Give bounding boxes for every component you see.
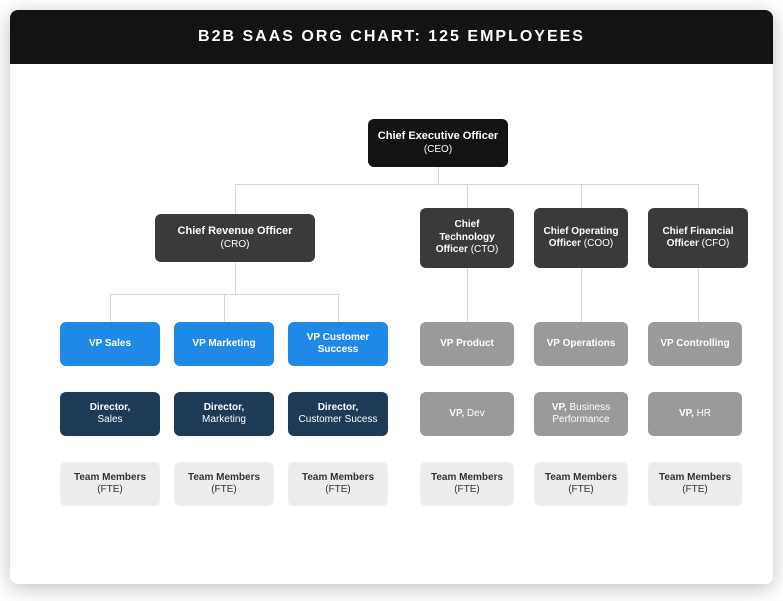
node-subtitle: (FTE): [454, 484, 480, 497]
node-title: VP Operations: [547, 338, 616, 351]
node-tm-6: Team Members(FTE): [648, 462, 742, 506]
node-cro: Chief Revenue Officer(CRO): [155, 214, 315, 262]
connector: [235, 184, 236, 214]
node-subtitle: Customer Sucess: [299, 414, 378, 427]
node-title: Team Members: [302, 472, 374, 485]
node-subtitle: (FTE): [211, 484, 237, 497]
node-title: Chief Revenue Officer: [178, 225, 293, 239]
node-label: VP, HR: [679, 408, 711, 421]
node-title: Team Members: [74, 472, 146, 485]
node-title: VP Sales: [89, 338, 131, 351]
node-subtitle: Marketing: [202, 414, 246, 427]
node-subtitle: (CRO): [221, 239, 250, 252]
connector: [235, 262, 236, 294]
node-dir-mkt: Director,Marketing: [174, 392, 274, 436]
node-label: VP, Business Performance: [542, 402, 620, 427]
node-subtitle: Sales: [97, 414, 122, 427]
node-title: VP Marketing: [192, 338, 255, 351]
connector: [698, 268, 699, 322]
connector: [438, 167, 439, 184]
node-vp-dev: VP, Dev: [420, 392, 514, 436]
node-title: VP Product: [440, 338, 494, 351]
node-vp-hr: VP, HR: [648, 392, 742, 436]
node-title: VP Controlling: [660, 338, 729, 351]
node-title: Team Members: [431, 472, 503, 485]
connector: [338, 294, 339, 322]
node-coo: Chief Operating Officer (COO): [534, 208, 628, 268]
node-title: Director,: [90, 402, 131, 415]
node-vp-ops: VP Operations: [534, 322, 628, 366]
node-tm-1: Team Members(FTE): [60, 462, 160, 506]
node-subtitle: (FTE): [568, 484, 594, 497]
node-dir-cs: Director,Customer Sucess: [288, 392, 388, 436]
node-dir-sales: Director,Sales: [60, 392, 160, 436]
connector: [110, 294, 111, 322]
node-vp-bizperf: VP, Business Performance: [534, 392, 628, 436]
node-title: Chief Executive Officer: [378, 130, 498, 144]
node-title: Director,: [318, 402, 359, 415]
connector: [581, 268, 582, 322]
node-vp-cs: VP Customer Success: [288, 322, 388, 366]
connector: [581, 184, 582, 208]
node-title: Team Members: [545, 472, 617, 485]
chart-area: Chief Executive Officer(CEO) Chief Revenu…: [10, 64, 773, 584]
connector: [467, 184, 468, 208]
node-ceo: Chief Executive Officer(CEO): [368, 119, 508, 167]
node-tm-2: Team Members(FTE): [174, 462, 274, 506]
connector: [467, 268, 468, 322]
node-vp-product: VP Product: [420, 322, 514, 366]
node-subtitle: (CEO): [424, 144, 452, 157]
node-title: Team Members: [659, 472, 731, 485]
node-subtitle: (FTE): [682, 484, 708, 497]
node-vp-sales: VP Sales: [60, 322, 160, 366]
node-cfo: Chief Financial Officer (CFO): [648, 208, 748, 268]
org-chart-card: B2B SAAS ORG CHART: 125 EMPLOYEES Chief …: [10, 10, 773, 584]
node-title: VP Customer Success: [296, 332, 380, 357]
node-tm-3: Team Members(FTE): [288, 462, 388, 506]
node-title: Team Members: [188, 472, 260, 485]
node-subtitle: (FTE): [325, 484, 351, 497]
node-label: Chief Financial Officer (CFO): [656, 226, 740, 251]
connector: [224, 294, 225, 322]
node-tm-5: Team Members(FTE): [534, 462, 628, 506]
node-vp-mkt: VP Marketing: [174, 322, 274, 366]
node-cto: Chief Technology Officer (CTO): [420, 208, 514, 268]
node-tm-4: Team Members(FTE): [420, 462, 514, 506]
chart-title: B2B SAAS ORG CHART: 125 EMPLOYEES: [10, 10, 773, 64]
node-label: VP, Dev: [449, 408, 484, 421]
node-vp-ctrl: VP Controlling: [648, 322, 742, 366]
connector: [698, 184, 699, 208]
node-label: Chief Operating Officer (COO): [542, 226, 620, 251]
node-title: Director,: [204, 402, 245, 415]
node-subtitle: (FTE): [97, 484, 123, 497]
node-label: Chief Technology Officer (CTO): [428, 219, 506, 257]
